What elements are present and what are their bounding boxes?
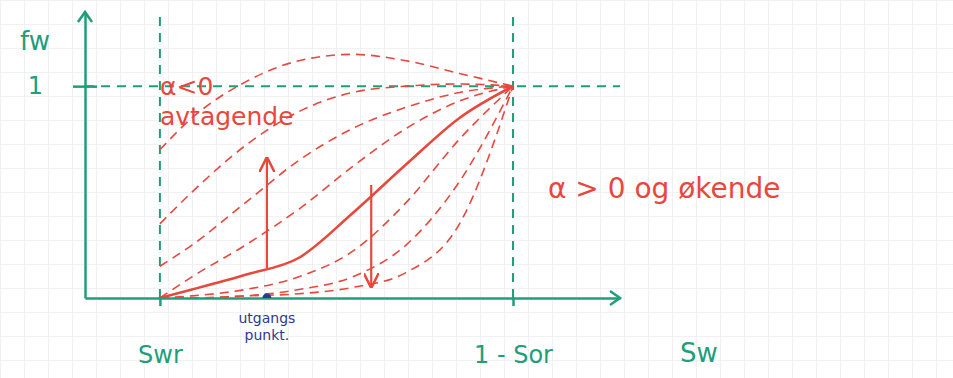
curve [160, 86, 513, 298]
axis-line [84, 13, 87, 299]
tick: 1 [28, 72, 97, 100]
y-axis-title: fw [20, 26, 50, 56]
curves [160, 54, 513, 298]
curve [160, 86, 513, 298]
curve [160, 86, 513, 298]
tick-label: 1 [28, 72, 43, 100]
curve [160, 86, 513, 266]
grid [85, 12, 620, 298]
tick-mark [159, 298, 162, 306]
grid-line-x [512, 12, 514, 298]
start-point [262, 294, 271, 299]
tick-mark [73, 85, 97, 88]
tick: 1 - Sor [474, 298, 553, 369]
tick-label: 1 - Sor [474, 341, 553, 369]
annotation: α<0avtagende [160, 72, 294, 131]
tick-label: Swr [138, 341, 183, 369]
arrow-down [370, 185, 372, 285]
curve [160, 84, 513, 224]
grid-line-x [159, 12, 161, 298]
curve [160, 54, 513, 149]
background [0, 0, 953, 378]
curve [160, 86, 513, 298]
arrow-up [266, 160, 268, 268]
axis-arrow [610, 291, 620, 305]
start-point-label: utgangspunkt. [238, 310, 295, 343]
x-axis-title: Sw [680, 338, 718, 368]
tick-mark [512, 298, 515, 306]
annotation: α > 0 og økende [548, 172, 781, 205]
chart: Swr 1 - Sor 1 fw Sw α<0avtagende α > 0 og øken… [0, 0, 953, 378]
x-axis: Swr 1 - Sor [86, 298, 621, 369]
curve [160, 86, 513, 298]
axis-arrow [78, 12, 92, 22]
tick: Swr [138, 298, 183, 369]
